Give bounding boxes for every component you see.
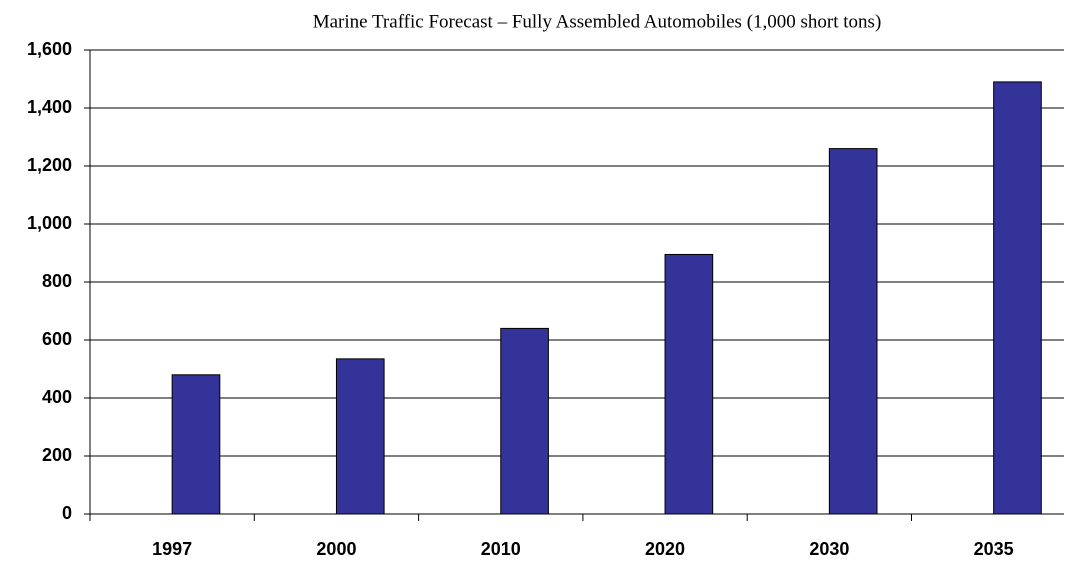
x-tick-label: 2035 (974, 539, 1014, 559)
bar (500, 327, 549, 515)
x-tick-label: 2020 (645, 539, 685, 559)
x-tick-label: 2010 (481, 539, 521, 559)
bar (828, 148, 878, 515)
y-tick-label: 600 (42, 329, 72, 349)
x-tick-label: 2030 (809, 539, 849, 559)
bar (993, 81, 1042, 515)
chart-title: Marine Traffic Forecast – Fully Assemble… (313, 11, 882, 32)
y-tick-label: 1,200 (27, 155, 72, 175)
bar (335, 358, 385, 515)
y-tick-label: 1,400 (27, 97, 72, 117)
y-tick-label: 200 (42, 445, 72, 465)
y-tick-label: 0 (62, 503, 72, 523)
bar (171, 374, 221, 515)
x-tick-label: 1997 (152, 539, 192, 559)
y-tick-label: 400 (42, 387, 72, 407)
y-tick-label: 1,600 (27, 39, 72, 59)
x-tick-label: 2000 (316, 539, 356, 559)
y-tick-label: 1,000 (27, 213, 72, 233)
y-tick-label: 800 (42, 271, 72, 291)
bar (664, 253, 714, 515)
